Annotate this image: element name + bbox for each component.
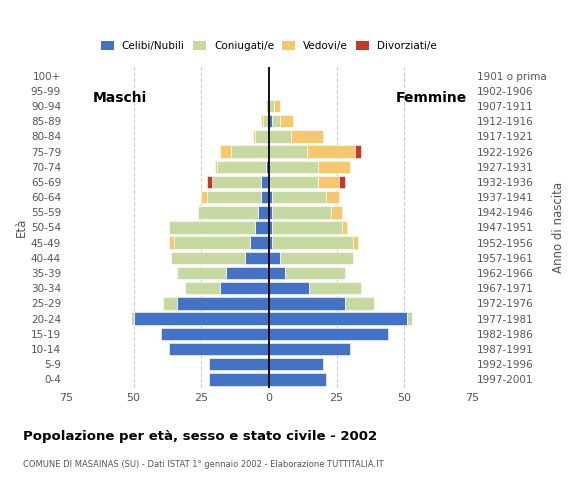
Bar [271,115,280,127]
Bar [245,252,269,264]
Bar [269,358,323,371]
Bar [261,115,263,127]
Bar [271,206,331,218]
Bar [356,145,361,158]
Bar [269,327,388,340]
Bar [342,221,347,234]
Bar [206,191,261,204]
Bar [266,160,269,173]
Bar [253,130,255,143]
Bar [201,191,206,204]
Bar [255,221,269,234]
Bar [133,312,269,325]
Bar [269,297,345,310]
Bar [307,145,356,158]
Bar [169,221,255,234]
Bar [266,100,269,112]
Bar [353,237,358,249]
Bar [172,252,245,264]
Bar [263,115,269,127]
Bar [258,206,269,218]
Bar [215,160,218,173]
Bar [285,267,345,279]
Bar [218,160,266,173]
Bar [206,176,212,188]
Bar [269,115,271,127]
Y-axis label: Anno di nascita: Anno di nascita [552,182,565,273]
Bar [161,327,269,340]
Bar [131,312,133,325]
Bar [212,176,261,188]
Bar [274,100,280,112]
Bar [261,191,269,204]
Text: COMUNE DI MASAINAS (SU) - Dati ISTAT 1° gennaio 2002 - Elaborazione TUTTITALIA.I: COMUNE DI MASAINAS (SU) - Dati ISTAT 1° … [23,460,384,469]
Bar [269,252,280,264]
Bar [269,312,407,325]
Bar [269,191,271,204]
Bar [339,176,345,188]
Bar [269,343,350,355]
Bar [280,115,293,127]
Bar [269,237,271,249]
Bar [271,191,326,204]
Bar [407,312,412,325]
Bar [261,176,269,188]
Text: Femmine: Femmine [396,91,467,106]
Bar [269,267,285,279]
Bar [318,176,339,188]
Bar [169,237,174,249]
Bar [198,206,258,218]
Text: Popolazione per età, sesso e stato civile - 2002: Popolazione per età, sesso e stato civil… [23,430,378,443]
Bar [269,145,307,158]
Text: Maschi: Maschi [93,91,147,106]
Legend: Celibi/Nubili, Coniugati/e, Vedovi/e, Divorziati/e: Celibi/Nubili, Coniugati/e, Vedovi/e, Di… [97,37,441,56]
Bar [164,297,177,310]
Bar [310,282,361,294]
Bar [269,206,271,218]
Bar [269,160,318,173]
Bar [231,145,269,158]
Bar [345,297,375,310]
Bar [271,221,342,234]
Bar [185,282,220,294]
Bar [174,237,250,249]
Bar [220,145,231,158]
Bar [209,373,269,385]
Bar [318,160,350,173]
Bar [169,343,269,355]
Bar [269,373,326,385]
Bar [269,130,291,143]
Bar [177,297,269,310]
Bar [226,267,269,279]
Bar [269,221,271,234]
Bar [331,206,342,218]
Bar [220,282,269,294]
Bar [269,282,310,294]
Bar [255,130,269,143]
Bar [269,176,318,188]
Bar [177,267,226,279]
Bar [291,130,323,143]
Y-axis label: Età: Età [15,218,28,237]
Bar [269,100,274,112]
Bar [209,358,269,371]
Bar [326,191,339,204]
Bar [271,237,353,249]
Bar [280,252,353,264]
Bar [250,237,269,249]
